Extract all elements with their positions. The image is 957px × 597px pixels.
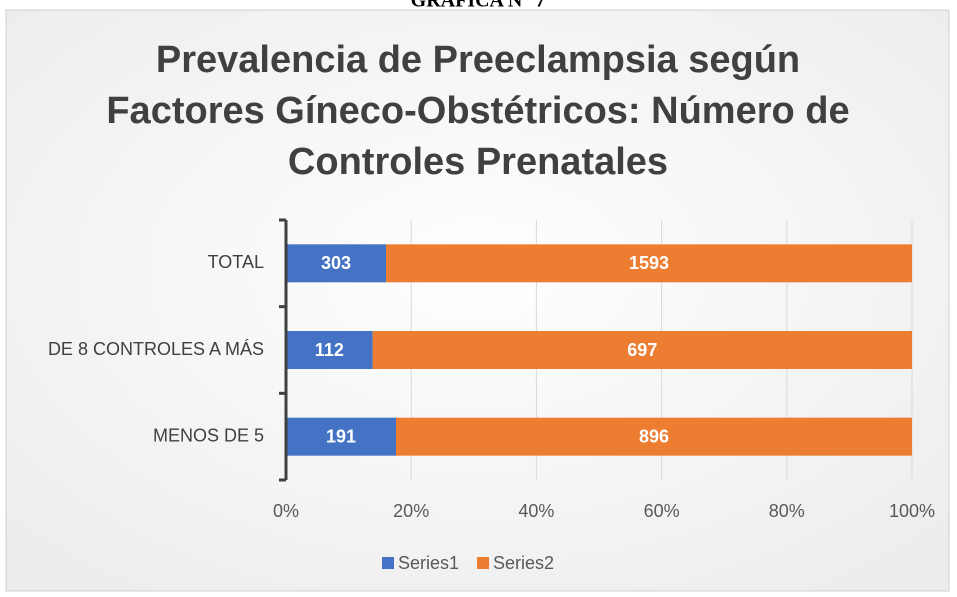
x-tick-label: 20% (393, 501, 429, 521)
bar-segment (286, 244, 387, 283)
data-label: 191 (326, 426, 356, 446)
legend-swatch (382, 557, 394, 569)
data-label: 303 (321, 253, 351, 273)
y-tick-label: DE 8 CONTROLES A MÁS (48, 339, 264, 359)
x-tick-label: 60% (644, 501, 680, 521)
y-tick-label: MENOS DE 5 (153, 425, 264, 445)
data-label: 697 (627, 340, 657, 360)
legend-label: Series1 (398, 553, 459, 573)
x-tick-label: 0% (273, 501, 299, 521)
legend-label: Series2 (493, 553, 554, 573)
x-tick-label: 100% (889, 501, 935, 521)
chart-title: Factores Gíneco-Obstétricos: Número de (106, 90, 849, 132)
bar-segment (386, 244, 912, 283)
bar-segment (286, 331, 373, 369)
bar-segment (395, 417, 912, 456)
x-tick-label: 40% (518, 501, 554, 521)
x-tick-label: 80% (769, 501, 805, 521)
bar-segment (372, 331, 912, 369)
caption: GRÁFICA N° 7 (411, 0, 546, 12)
y-tick-label: TOTAL (208, 252, 264, 272)
chart-title: Prevalencia de Preeclampsia según (156, 39, 800, 81)
data-label: 112 (315, 340, 344, 360)
data-label: 1593 (629, 253, 669, 273)
chart-background (5, 9, 950, 592)
data-label: 896 (639, 426, 669, 446)
chart-title: Controles Prenatales (288, 141, 668, 183)
legend-swatch (477, 557, 490, 569)
bar-segment (286, 417, 396, 456)
